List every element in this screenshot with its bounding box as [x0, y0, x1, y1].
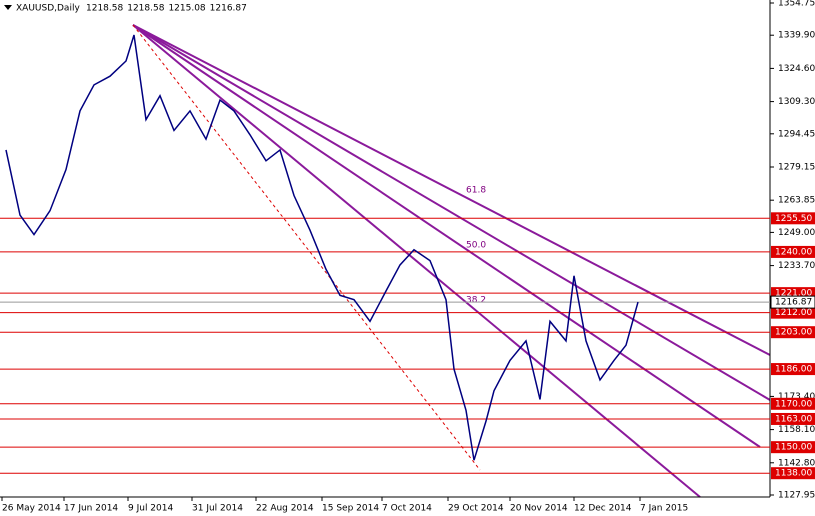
fib-base [132, 24, 481, 471]
fib-label: 50.0 [466, 241, 486, 251]
header-value: 1215.08 [168, 4, 205, 14]
x-tick-label: 7 Oct 2014 [382, 504, 432, 514]
y-tick-label: 1309.30 [778, 97, 815, 107]
level-label: 1150.00 [775, 443, 812, 453]
x-tick-label: 9 Jul 2014 [128, 504, 173, 514]
price-label: 1216.87 [775, 298, 812, 308]
trendline [132, 24, 771, 401]
y-tick-label: 1294.45 [778, 129, 815, 139]
symbol: XAUUSD,Daily [16, 4, 80, 14]
level-box [771, 441, 815, 454]
level-box [771, 212, 815, 225]
price-box [770, 295, 815, 309]
level-box [771, 245, 815, 258]
x-tick-label: 22 Aug 2014 [256, 504, 314, 514]
level-label: 1212.00 [775, 308, 812, 318]
header-value: 1216.87 [210, 4, 247, 14]
x-tick-label: 20 Nov 2014 [510, 504, 568, 514]
x-tick-label: 29 Oct 2014 [448, 504, 504, 514]
level-label: 1203.00 [775, 328, 812, 338]
trendline [132, 24, 771, 356]
level-box [771, 467, 815, 480]
y-tick-label: 1249.00 [778, 228, 815, 238]
y-tick-label: 1263.85 [778, 196, 815, 206]
y-tick-label: 1279.15 [778, 162, 815, 172]
level-label: 1163.00 [775, 414, 812, 424]
level-box [771, 326, 815, 339]
y-tick-label: 1127.95 [778, 491, 815, 501]
header-value: 1218.58 [86, 4, 123, 14]
y-tick-label: 1233.70 [778, 261, 815, 271]
trendline [132, 24, 761, 448]
level-box [771, 306, 815, 319]
fib-label: 38.2 [466, 296, 486, 306]
x-tick-label: 7 Jan 2015 [640, 504, 688, 514]
y-tick-label: 1354.75 [778, 0, 815, 8]
price-series [5, 34, 639, 461]
level-box [771, 397, 815, 410]
level-label: 1138.00 [775, 469, 812, 479]
level-label: 1255.50 [775, 214, 812, 224]
x-tick-label: 26 May 2014 [2, 504, 61, 514]
level-label: 1240.00 [775, 247, 812, 257]
level-label: 1170.00 [775, 399, 812, 409]
level-box [771, 363, 815, 376]
y-tick-label: 1339.90 [778, 31, 815, 41]
x-tick-label: 15 Sep 2014 [322, 504, 379, 514]
y-tick-label: 1142.80 [778, 458, 815, 468]
x-tick-label: 17 Jun 2014 [64, 504, 118, 514]
y-tick-label: 1173.40 [778, 392, 815, 402]
y-tick-label: 1158.10 [778, 425, 815, 435]
x-tick-label: 12 Dec 2014 [574, 504, 632, 514]
fib-label: 61.8 [466, 186, 486, 196]
y-tick-label: 1324.60 [778, 64, 815, 74]
x-tick-label: 31 Jul 2014 [192, 504, 243, 514]
trendline [132, 24, 701, 498]
menu-arrow[interactable] [4, 5, 12, 10]
level-box [771, 412, 815, 425]
header-value: 1218.58 [127, 4, 164, 14]
level-label: 1186.00 [775, 365, 812, 375]
trendlines [132, 24, 771, 498]
level-label: 1221.00 [775, 289, 812, 299]
